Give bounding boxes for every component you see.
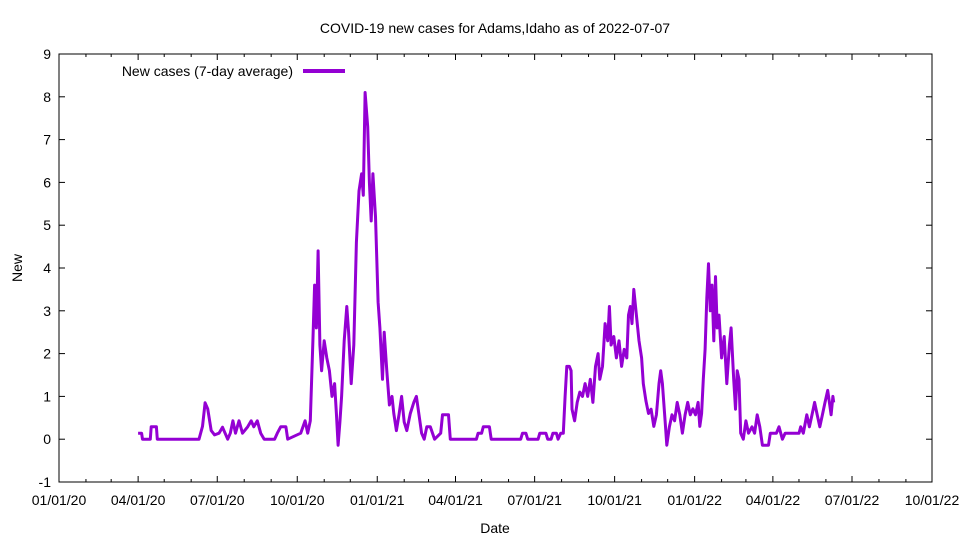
y-tick-label: 1 bbox=[43, 388, 51, 404]
x-tick-label: 07/01/20 bbox=[190, 492, 245, 508]
legend: New cases (7-day average) bbox=[122, 63, 345, 79]
y-tick-label: -1 bbox=[39, 474, 52, 490]
x-tick-label: 01/01/20 bbox=[32, 492, 87, 508]
y-tick-label: 4 bbox=[43, 260, 51, 276]
y-tick-label: 3 bbox=[43, 303, 51, 319]
y-tick-label: 9 bbox=[43, 46, 51, 62]
series-layer bbox=[138, 91, 836, 447]
plot-frame bbox=[58, 53, 933, 483]
axis-ticks: -1 0 1 2 3 4 5 6 7 8 9 01/01/20 04/01/20 07/01/20 10/0… bbox=[32, 46, 960, 508]
y-tick-label: 5 bbox=[43, 217, 51, 233]
x-tick-label: 10/01/21 bbox=[587, 492, 642, 508]
y-tick-label: 7 bbox=[43, 132, 51, 148]
x-tick-label: 04/01/20 bbox=[111, 492, 166, 508]
x-tick-label: 10/01/20 bbox=[270, 492, 325, 508]
series-line-0 bbox=[138, 91, 836, 447]
legend-label: New cases (7-day average) bbox=[122, 63, 293, 79]
x-tick-label: 10/01/22 bbox=[905, 492, 960, 508]
x-axis-label: Date bbox=[480, 520, 510, 536]
x-tick-label: 04/01/22 bbox=[746, 492, 801, 508]
y-axis-label: New bbox=[9, 253, 25, 282]
x-tick-label: 01/01/22 bbox=[667, 492, 722, 508]
x-tick-label: 04/01/21 bbox=[428, 492, 483, 508]
chart-title: COVID-19 new cases for Adams,Idaho as of… bbox=[320, 20, 670, 36]
x-tick-label: 01/01/21 bbox=[350, 492, 405, 508]
x-tick-label: 07/01/22 bbox=[825, 492, 880, 508]
y-tick-label: 0 bbox=[43, 431, 51, 447]
y-tick-label: 6 bbox=[43, 174, 51, 190]
x-tick-label: 07/01/21 bbox=[507, 492, 562, 508]
y-tick-label: 2 bbox=[43, 346, 51, 362]
y-tick-label: 8 bbox=[43, 89, 51, 105]
